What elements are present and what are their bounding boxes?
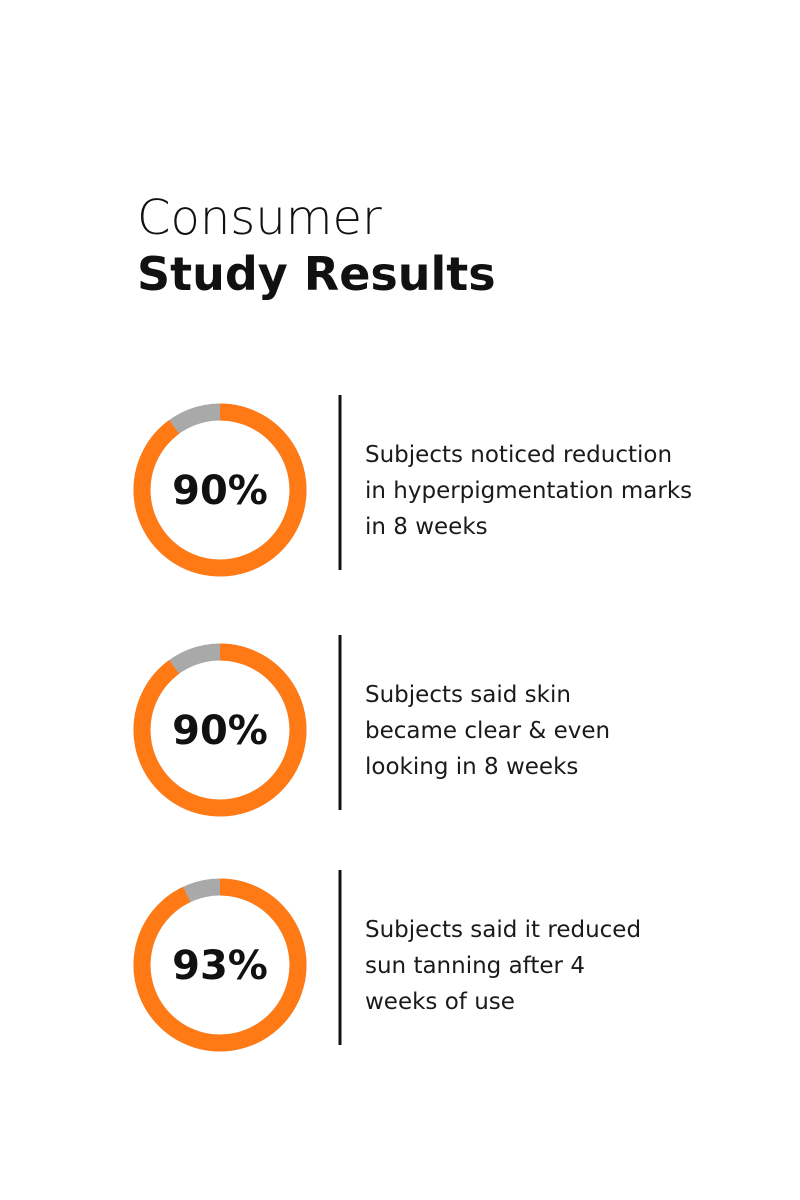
title-line-2: Study Results bbox=[137, 247, 496, 301]
donut-arc bbox=[133, 403, 307, 577]
percent-label: 90% bbox=[172, 708, 268, 754]
caption-line: Subjects said it reduced bbox=[365, 917, 641, 943]
caption-line: in hyperpigmentation marks bbox=[365, 478, 692, 504]
donut-arc bbox=[133, 878, 307, 1052]
percent-label: 93% bbox=[172, 943, 268, 989]
caption-line: weeks of use bbox=[365, 989, 515, 1015]
caption-line: sun tanning after 4 bbox=[365, 953, 585, 979]
caption-line: Subjects said skin bbox=[365, 682, 571, 708]
caption-line: in 8 weeks bbox=[365, 514, 488, 540]
donut-arc bbox=[133, 643, 307, 817]
caption-line: looking in 8 weeks bbox=[365, 754, 578, 780]
percent-label: 90% bbox=[172, 468, 268, 514]
title-line-1: Consumer bbox=[137, 190, 382, 246]
caption-line: Subjects noticed reduction bbox=[365, 442, 672, 468]
caption-line: became clear & even bbox=[365, 718, 610, 744]
